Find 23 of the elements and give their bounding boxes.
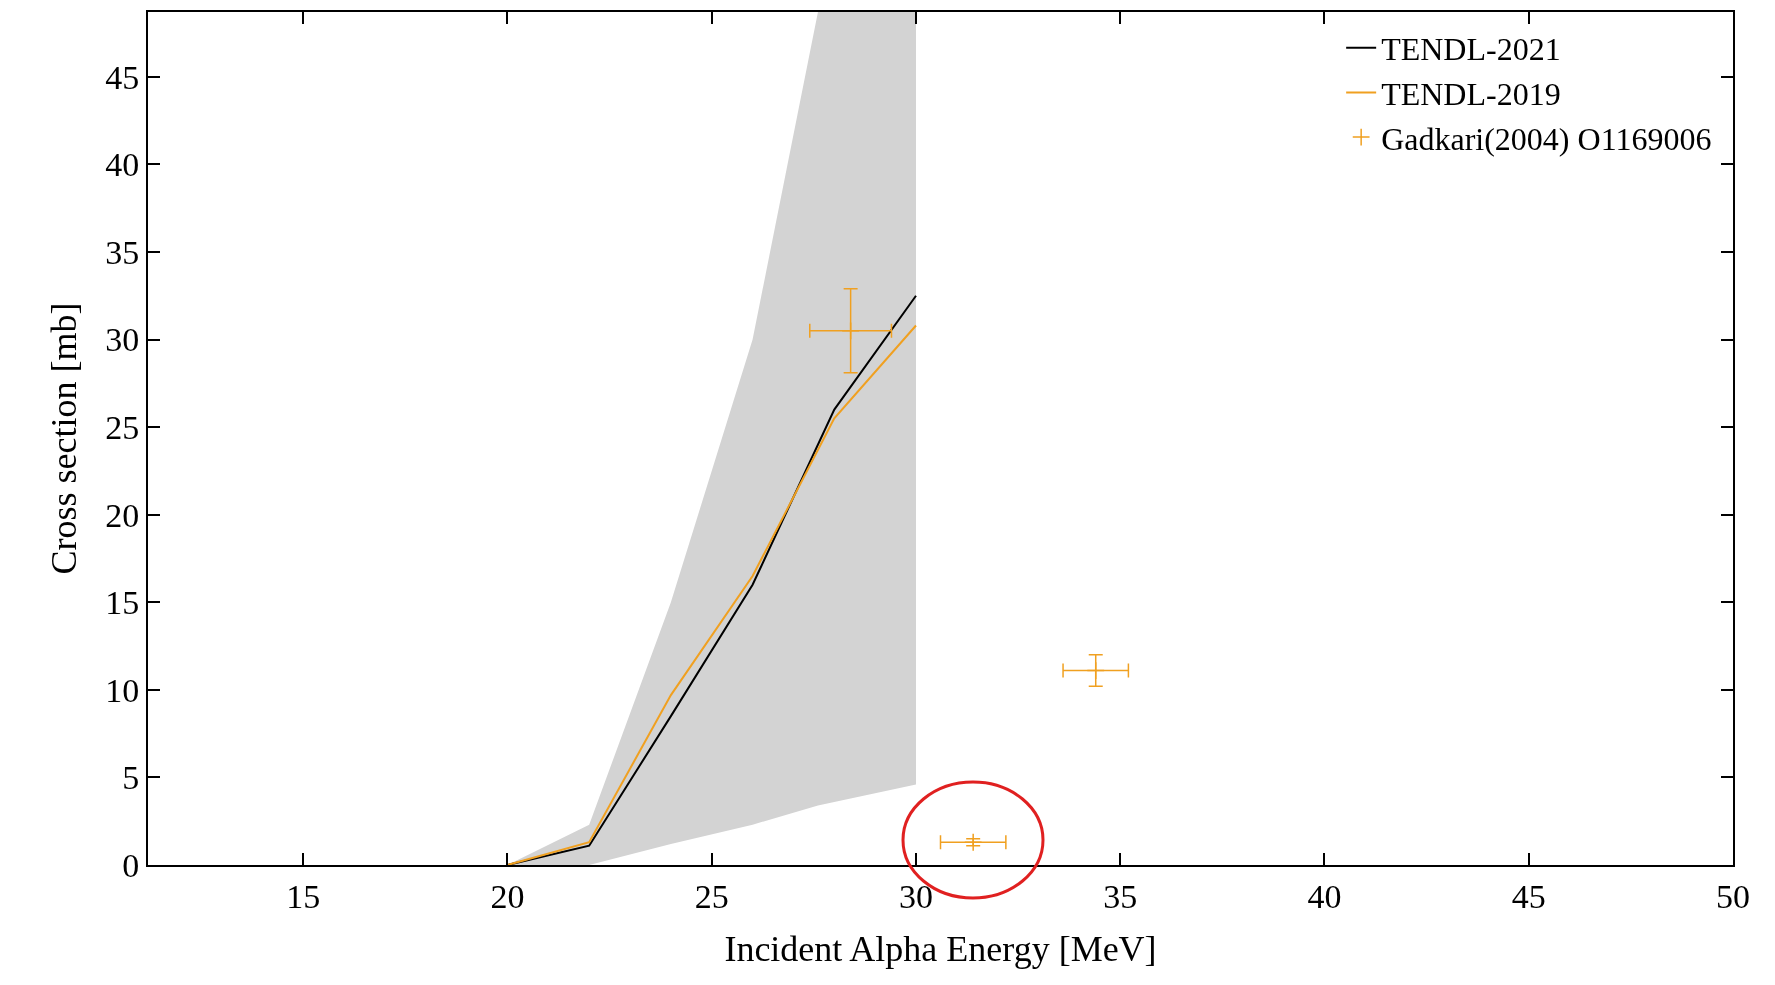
y-tick-label: 5 — [122, 759, 140, 797]
y-tick-label: 10 — [105, 671, 140, 709]
y-tick-label: 25 — [105, 409, 140, 447]
y-tick-label: 40 — [105, 146, 140, 184]
y-axis-title: Cross section [mb] — [43, 302, 84, 575]
legend-label: Gadkari(2004) O1169006 — [1381, 120, 1712, 157]
y-tick-label: 20 — [105, 496, 140, 534]
y-tick-label: 35 — [105, 233, 140, 271]
legend-label: TENDL-2021 — [1381, 31, 1561, 68]
x-tick-label: 40 — [1307, 877, 1342, 915]
x-tick-label: 50 — [1716, 877, 1750, 915]
x-tick-label: 15 — [286, 877, 321, 915]
y-tick-label: 45 — [105, 58, 140, 96]
x-tick-label: 45 — [1511, 877, 1546, 915]
x-tick-label: 25 — [694, 877, 729, 915]
x-tick-label: 30 — [898, 877, 933, 915]
y-tick-label: 0 — [122, 846, 140, 884]
x-tick-label: 20 — [490, 877, 525, 915]
y-tick-label: 30 — [105, 321, 140, 359]
x-tick-label: 35 — [1103, 877, 1138, 915]
y-tick-label: 15 — [105, 584, 140, 622]
x-axis-title: Incident Alpha Energy [MeV] — [724, 929, 1157, 969]
legend-label: TENDL-2019 — [1381, 75, 1561, 112]
